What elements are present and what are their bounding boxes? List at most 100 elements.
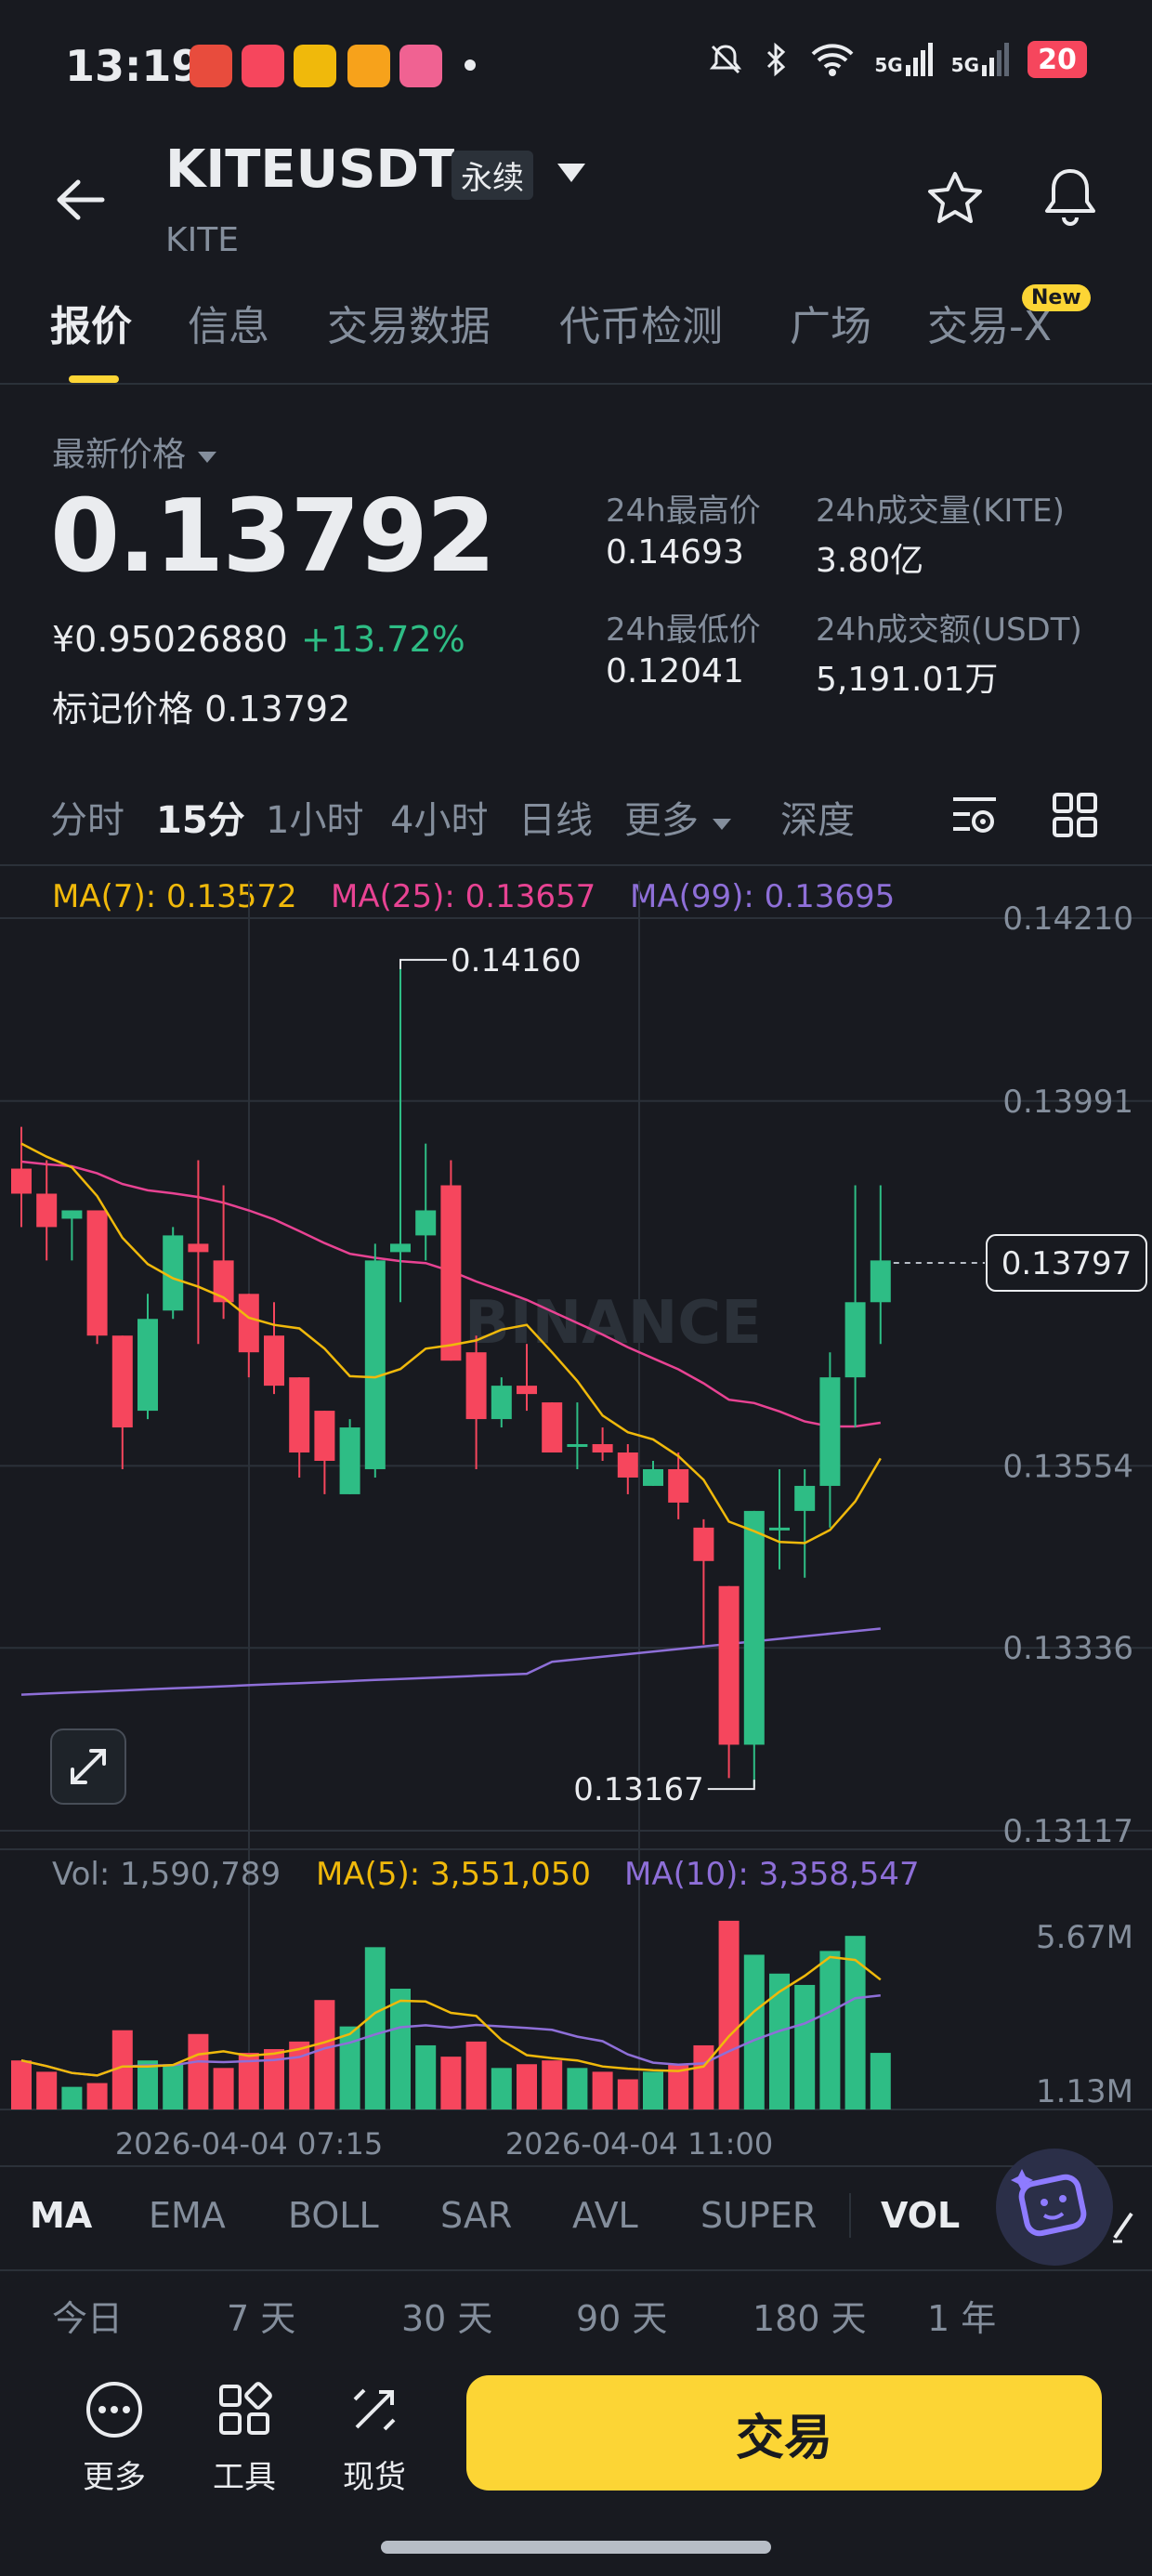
kline-chart[interactable]: BINANCE 0.142100.139910.135540.133360.13… <box>0 0 1152 2165</box>
contract-type-badge: 永续 <box>452 151 533 200</box>
indicator-sar[interactable]: SAR <box>440 2195 513 2236</box>
volume-bar <box>794 1984 816 2109</box>
vol-ma5-path <box>20 1955 882 2077</box>
candle-body <box>617 1452 638 1478</box>
volume-bar <box>289 2041 310 2109</box>
bell-alert-icon[interactable] <box>1041 165 1100 230</box>
nav-more[interactable]: 更多 <box>63 2379 165 2497</box>
price-tick-label: 0.13554 <box>1002 1448 1133 1485</box>
indicator-avl[interactable]: AVL <box>572 2195 638 2236</box>
interval-timeline[interactable]: 分时 <box>50 799 124 842</box>
volume-bar <box>643 2071 663 2109</box>
wifi-icon <box>811 44 854 76</box>
weibo-app-icon <box>294 45 336 87</box>
range-1y[interactable]: 1 年 <box>927 2298 997 2339</box>
symbol-title[interactable]: KITEUSDT <box>165 139 455 200</box>
low-marker-line <box>707 1780 755 1791</box>
low-24h-label: 24h最低价 <box>606 611 761 649</box>
high-24h-value: 0.14693 <box>606 533 744 572</box>
volume-bar <box>213 2068 234 2109</box>
volume-panel: 5.67M 1.13M <box>0 1848 1152 2110</box>
range-today[interactable]: 今日 <box>52 2298 124 2339</box>
chart-grid <box>0 881 1152 2109</box>
battery-icon: 20 <box>1028 41 1087 78</box>
layout-grid-icon[interactable] <box>1052 792 1098 838</box>
last-price-label[interactable]: 最新价格 <box>52 427 218 476</box>
range-30d[interactable]: 30 天 <box>401 2298 493 2339</box>
candle-body <box>844 1302 866 1378</box>
candle-body <box>693 1527 714 1561</box>
volume-bar <box>542 2060 563 2109</box>
volume-bar <box>264 2049 284 2109</box>
pencil-edit-icon[interactable] <box>1111 2206 1137 2243</box>
candle-body <box>440 1185 462 1361</box>
tab-square[interactable]: 广场 <box>790 303 871 350</box>
range-180d[interactable]: 180 天 <box>753 2298 867 2339</box>
indicator-ma[interactable]: MA <box>30 2195 93 2236</box>
depth-tab[interactable]: 深度 <box>780 799 855 842</box>
mark-price-value: 0.13792 <box>204 689 351 729</box>
network-type: 5G <box>950 54 979 76</box>
ai-assistant-button[interactable] <box>996 2149 1113 2266</box>
candle-body <box>819 1377 841 1486</box>
turnover-24h-value: 5,191.01万 <box>816 661 999 699</box>
volume-bar <box>11 2060 32 2109</box>
mark-price-label: 标记价格 <box>52 689 194 729</box>
nav-tools[interactable]: 工具 <box>193 2379 295 2497</box>
ma7-path <box>20 1142 882 1544</box>
volume-bar <box>668 2064 689 2109</box>
interval-more[interactable]: 更多 <box>624 790 733 844</box>
video-app-icon <box>347 45 390 87</box>
symbol-dropdown-icon[interactable] <box>556 162 587 184</box>
tab-trading-data[interactable]: 交易数据 <box>327 303 491 350</box>
volume-24h-label: 24h成交量(KITE) <box>816 493 1065 530</box>
ma7-line <box>20 1142 882 1544</box>
volume-24h-value: 3.80亿 <box>816 542 924 580</box>
indicator-boll[interactable]: BOLL <box>288 2195 379 2236</box>
range-7d[interactable]: 7 天 <box>227 2298 296 2339</box>
trade-button[interactable]: 交易 <box>466 2375 1102 2491</box>
range-90d[interactable]: 90 天 <box>576 2298 668 2339</box>
vol-ma10-legend: MA(10): 3,358,547 <box>624 1856 920 1893</box>
candle-body <box>339 1427 360 1494</box>
chart-settings-icon[interactable] <box>949 792 1000 838</box>
more-notifications-dot <box>465 59 476 71</box>
star-favorite-icon[interactable] <box>925 169 985 229</box>
fullscreen-button[interactable] <box>50 1728 126 1805</box>
tab-token-check[interactable]: 代币检测 <box>559 303 723 350</box>
nav-spot[interactable]: 现货 <box>323 2379 425 2497</box>
back-arrow-icon[interactable] <box>52 177 108 223</box>
indicator-ema[interactable]: EMA <box>149 2195 226 2236</box>
mark-price-row: 标记价格 0.13792 <box>52 680 350 731</box>
interval-4h[interactable]: 4小时 <box>390 799 489 842</box>
time-axis: 2026-04-04 07:15 2026-04-04 11:00 <box>115 2126 773 2162</box>
new-badge: New <box>1022 284 1091 311</box>
interval-15m[interactable]: 15分 <box>156 799 245 842</box>
ma7-legend: MA(7): 0.13572 <box>52 878 297 915</box>
candle-body <box>718 1585 740 1745</box>
tab-info[interactable]: 信息 <box>188 303 269 350</box>
volume-bar <box>188 2033 209 2109</box>
status-bar: 13:19 5G 5G 20 <box>0 0 1152 139</box>
volume-bar <box>517 2064 537 2109</box>
tab-trade-x[interactable]: 交易-X <box>927 303 1053 350</box>
volume-bar <box>870 2053 891 2109</box>
indicator-vol[interactable]: VOL <box>881 2195 961 2236</box>
nav-tools-label: 工具 <box>213 2459 276 2496</box>
watermark: BINANCE <box>465 1289 762 1358</box>
tab-quote[interactable]: 报价 <box>50 303 132 350</box>
expand-icon <box>71 1749 106 1784</box>
ma99-legend: MA(99): 0.13695 <box>630 878 896 915</box>
candles <box>11 959 891 1787</box>
candle-body <box>36 1193 58 1228</box>
volume-legend: Vol: 1,590,789 <box>52 1856 281 1893</box>
interval-more-label: 更多 <box>624 799 699 842</box>
price-tick-label: 0.13336 <box>1002 1630 1133 1667</box>
interval-1d[interactable]: 日线 <box>518 799 593 842</box>
interval-1h[interactable]: 1小时 <box>266 799 364 842</box>
candle-body <box>86 1210 108 1336</box>
candle-body <box>465 1352 487 1420</box>
candle-body <box>517 1386 537 1395</box>
indicator-super[interactable]: SUPER <box>700 2195 818 2236</box>
candle-body <box>163 1235 184 1311</box>
